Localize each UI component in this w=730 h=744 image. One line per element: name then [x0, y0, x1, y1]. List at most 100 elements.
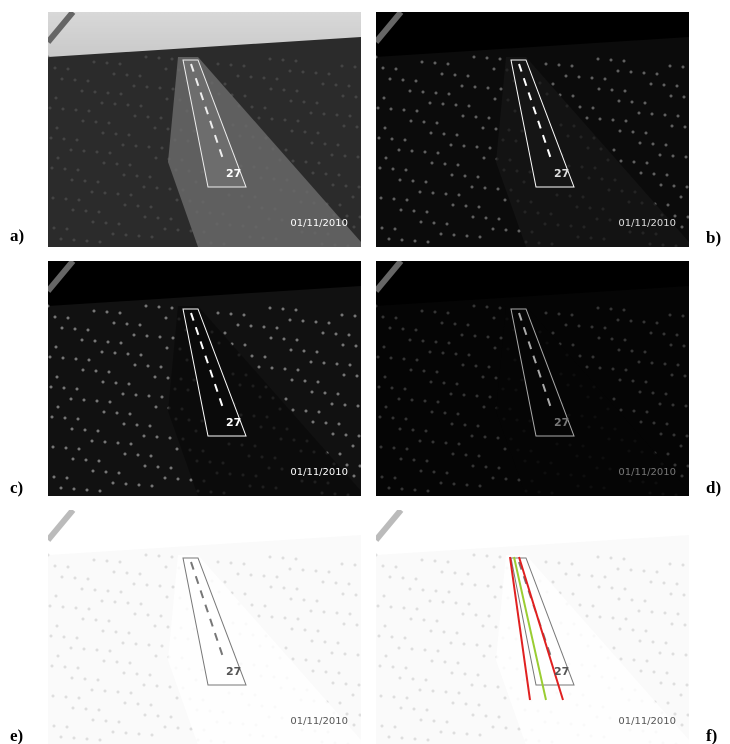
texture	[392, 417, 395, 420]
texture	[420, 470, 423, 473]
texture	[426, 460, 429, 463]
texture	[433, 720, 436, 723]
texture	[166, 98, 169, 101]
texture	[478, 455, 481, 458]
texture	[276, 576, 279, 579]
texture	[126, 323, 129, 326]
texture	[167, 377, 170, 380]
texture	[442, 601, 445, 604]
texture	[478, 704, 481, 707]
texture	[136, 424, 139, 427]
texture	[471, 435, 474, 438]
timestamp: 01/11/2010	[618, 218, 676, 229]
texture	[158, 57, 161, 60]
texture	[119, 312, 122, 315]
texture	[91, 191, 94, 194]
texture	[545, 63, 548, 66]
texture	[475, 614, 478, 617]
texture	[448, 93, 451, 96]
texture	[56, 625, 59, 628]
texture	[224, 581, 227, 584]
texture	[67, 317, 70, 320]
texture	[115, 133, 118, 136]
texture	[112, 233, 115, 236]
texture	[437, 650, 440, 653]
texture	[677, 364, 680, 367]
texture	[486, 555, 489, 558]
texture	[125, 234, 128, 237]
texture	[129, 413, 132, 416]
texture	[646, 660, 649, 663]
texture	[659, 403, 662, 406]
texture	[414, 738, 417, 741]
texture	[112, 482, 115, 485]
texture	[343, 125, 346, 128]
texture	[410, 369, 413, 372]
texture	[51, 167, 54, 170]
texture	[96, 151, 99, 154]
texture	[403, 109, 406, 112]
texture	[673, 185, 676, 188]
texture	[97, 181, 100, 184]
texture	[331, 652, 334, 655]
texture	[380, 695, 383, 698]
image-panel: 2701/11/2010	[48, 261, 361, 496]
texture	[66, 228, 69, 231]
texture	[672, 155, 675, 158]
texture	[338, 174, 341, 177]
texture	[91, 689, 94, 692]
texture	[430, 132, 433, 135]
texture	[415, 80, 418, 83]
texture	[322, 581, 325, 584]
texture	[426, 709, 429, 712]
texture	[639, 142, 642, 145]
texture	[493, 68, 496, 71]
texture	[620, 409, 623, 412]
texture	[144, 465, 147, 468]
texture	[143, 186, 146, 189]
texture	[95, 121, 98, 124]
texture	[295, 60, 298, 63]
texture	[656, 571, 659, 574]
texture	[383, 97, 386, 100]
texture	[271, 118, 274, 121]
timestamp: 01/11/2010	[618, 467, 676, 478]
texture	[645, 630, 648, 633]
texture	[398, 647, 401, 650]
texture	[282, 308, 285, 311]
texture	[571, 65, 574, 68]
texture	[316, 351, 319, 354]
runway-number: 27	[226, 416, 241, 429]
texture	[377, 605, 380, 608]
image-panel: 2701/11/2010	[376, 12, 689, 247]
texture	[415, 578, 418, 581]
texture	[650, 581, 653, 584]
texture	[633, 410, 636, 413]
texture	[71, 179, 74, 182]
texture	[464, 673, 467, 676]
texture	[652, 143, 655, 146]
texture	[461, 85, 464, 88]
texture	[72, 458, 75, 461]
texture	[304, 131, 307, 134]
texture	[76, 637, 79, 640]
texture	[144, 714, 147, 717]
texture	[471, 684, 474, 687]
texture	[604, 78, 607, 81]
texture	[680, 694, 683, 697]
texture	[290, 100, 293, 103]
texture	[400, 209, 403, 212]
texture	[102, 381, 105, 384]
texture	[395, 566, 398, 569]
texture	[495, 128, 498, 131]
texture	[328, 73, 331, 76]
texture	[391, 138, 394, 141]
texture	[96, 649, 99, 652]
texture	[625, 120, 628, 123]
texture	[325, 173, 328, 176]
texture	[290, 349, 293, 352]
texture	[57, 655, 60, 658]
texture	[145, 305, 148, 308]
texture	[638, 361, 641, 364]
texture	[296, 339, 299, 342]
